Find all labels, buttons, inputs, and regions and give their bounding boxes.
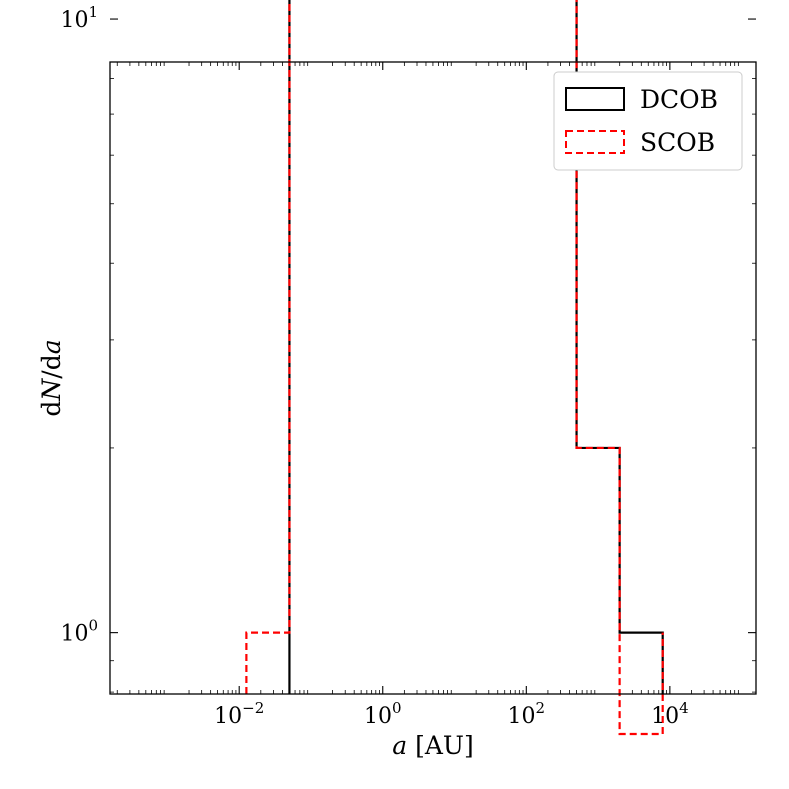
legend-label-scob: SCOB (640, 128, 715, 157)
legend: DCOB SCOB (553, 71, 743, 171)
plot-frame (109, 61, 757, 695)
tick-labels: 10−2100102104100101102 (60, 3, 689, 729)
legend-swatch-dcob (565, 87, 625, 111)
series-layer (245, 0, 664, 736)
minor-ticks (110, 62, 756, 694)
y-axis-label-a: a (37, 339, 66, 354)
x-tick-label: 104 (651, 699, 689, 729)
legend-box (553, 71, 743, 171)
x-axis-label-unit: [AU] (407, 731, 474, 760)
y-axis-label-d1: d (37, 401, 66, 417)
y-axis-label: dN/da (37, 339, 66, 416)
x-tick-label: 10−2 (214, 699, 264, 729)
x-tick-label: 102 (508, 699, 546, 729)
x-axis-label-var: a (392, 731, 407, 760)
x-axis-label: a [AU] (392, 731, 473, 760)
y-axis-label-d2: /d (37, 354, 66, 378)
legend-swatch-scob (565, 130, 625, 154)
x-tick-label: 100 (364, 699, 402, 729)
y-axis-label-n: N (37, 378, 66, 402)
y-tick-label: 101 (60, 3, 98, 33)
y-tick-label: 100 (60, 617, 98, 647)
major-ticks (110, 18, 756, 694)
legend-label-dcob: DCOB (640, 85, 718, 114)
